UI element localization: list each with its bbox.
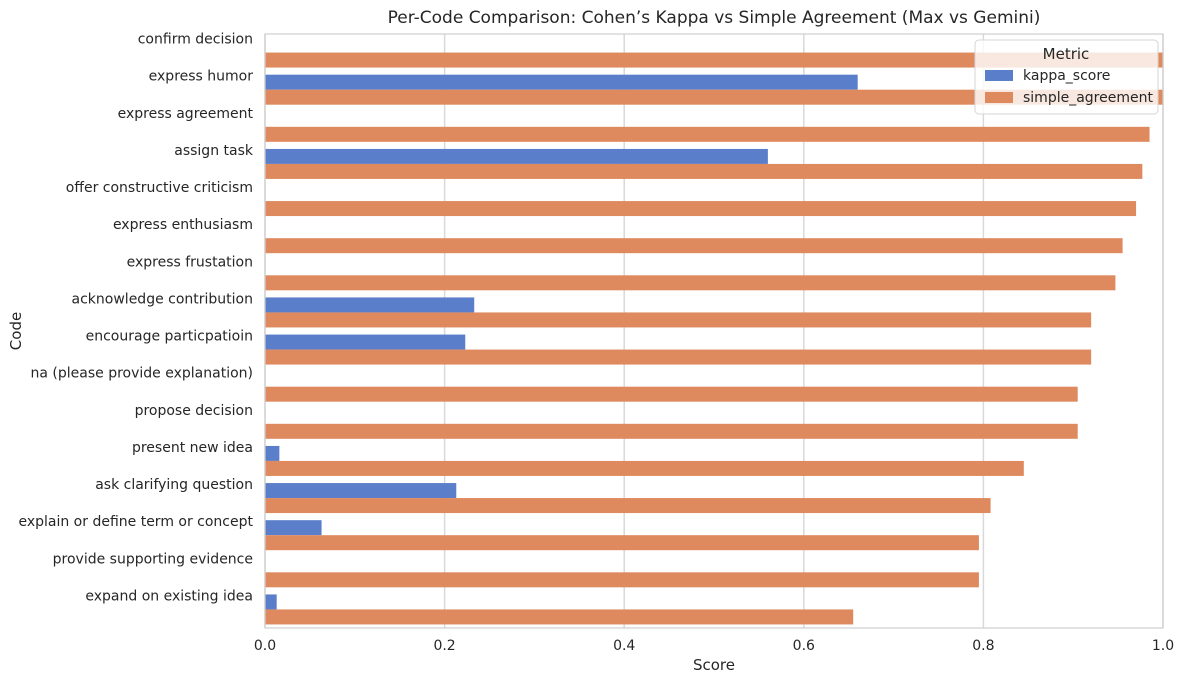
bar-simple-agreement [265, 423, 1078, 439]
bar-simple-agreement [265, 609, 854, 625]
bar-simple-agreement [265, 535, 979, 551]
x-tick-label: 0.2 [433, 638, 455, 654]
bar-simple-agreement [265, 460, 1024, 476]
legend-label: simple_agreement [1023, 90, 1153, 106]
bar-kappa-score [265, 148, 768, 164]
bar-kappa-score [265, 74, 858, 90]
bar-simple-agreement [265, 126, 1150, 142]
legend-swatch [985, 70, 1013, 81]
y-tick-label: express agreement [118, 106, 254, 122]
bar-simple-agreement [265, 163, 1143, 179]
bar-kappa-score [265, 483, 457, 499]
x-tick-label: 1.0 [1152, 638, 1174, 654]
tick-labels: 0.0 0.2 0.4 0.6 0.8 1.0 confirm decision expres… [18, 32, 1174, 654]
y-tick-label: na (please provide explanation) [31, 366, 253, 382]
y-tick-label: assign task [174, 143, 254, 159]
bar-kappa-score [265, 297, 475, 313]
legend: Metric kappa_score simple_agreement [974, 39, 1159, 115]
bar-simple-agreement [265, 238, 1123, 254]
bar-kappa-score [265, 594, 277, 610]
y-tick-label: encourage particpatioin [86, 329, 253, 345]
y-tick-label: express enthusiasm [113, 217, 253, 233]
y-tick-label: acknowledge contribution [72, 291, 253, 307]
bars [265, 52, 1163, 625]
bar-simple-agreement [265, 498, 991, 514]
bar-simple-agreement [265, 52, 1163, 68]
bar-simple-agreement [265, 312, 1092, 328]
y-tick-label: explain or define term or concept [18, 514, 253, 530]
chart-title: Per-Code Comparison: Cohen’s Kappa vs Si… [388, 8, 1041, 28]
bar-simple-agreement [265, 349, 1092, 365]
bar-kappa-score [265, 334, 466, 350]
legend-label: kappa_score [1023, 68, 1110, 84]
legend-title: Metric [1043, 45, 1090, 63]
y-tick-label: present new idea [132, 440, 253, 456]
x-tick-label: 0.6 [793, 638, 815, 654]
legend-swatch [985, 92, 1013, 103]
bar-simple-agreement [265, 275, 1116, 291]
bar-kappa-score [265, 445, 280, 461]
y-tick-label: propose decision [135, 403, 253, 419]
bar-simple-agreement [265, 386, 1078, 402]
legend-box [974, 39, 1159, 115]
y-axis-label: Code [7, 312, 25, 350]
y-tick-label: provide supporting evidence [53, 551, 253, 567]
y-tick-label: ask clarifying question [95, 477, 253, 493]
x-tick-label: 0.4 [613, 638, 635, 654]
x-tick-label: 0.8 [972, 638, 994, 654]
bar-simple-agreement [265, 89, 1163, 105]
y-tick-label: offer constructive criticism [66, 180, 253, 196]
plot-frame [264, 33, 1164, 629]
bar-simple-agreement [265, 201, 1137, 217]
y-tick-label: expand on existing idea [85, 588, 253, 604]
y-tick-label: confirm decision [138, 32, 253, 48]
x-tick-label: 0.0 [254, 638, 276, 654]
y-tick-label: express frustation [127, 254, 253, 270]
y-tick-label: express humor [149, 69, 254, 85]
bar-kappa-score [265, 520, 322, 536]
bar-simple-agreement [265, 572, 979, 588]
x-axis-label: Score [693, 656, 735, 674]
